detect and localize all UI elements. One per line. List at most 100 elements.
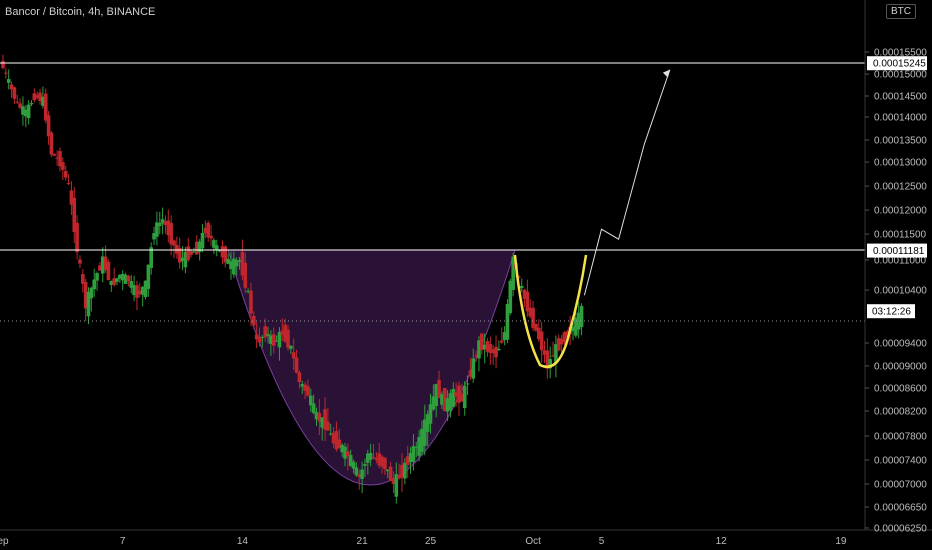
x-tick-label: 21 bbox=[357, 536, 369, 547]
candle-body bbox=[152, 233, 156, 240]
price-tag-label: 0.00011181 bbox=[873, 246, 925, 257]
candle-body bbox=[226, 258, 230, 264]
candle-body bbox=[454, 392, 458, 397]
candle-body bbox=[537, 327, 541, 340]
candle-body bbox=[320, 417, 324, 428]
candle-body bbox=[403, 462, 407, 479]
candle-body bbox=[24, 109, 28, 117]
candle-body bbox=[565, 331, 570, 338]
candle-body bbox=[291, 352, 296, 359]
candle-body bbox=[548, 359, 552, 369]
candle-body bbox=[371, 456, 376, 458]
projection-arrow[interactable] bbox=[583, 69, 671, 296]
candle-body bbox=[160, 219, 165, 224]
candle-body bbox=[4, 72, 8, 74]
candle-body bbox=[437, 379, 441, 398]
candle-body bbox=[75, 222, 79, 253]
candle-body bbox=[21, 106, 25, 115]
candle-body bbox=[380, 456, 384, 467]
y-tick-label: 0.00014500 bbox=[874, 92, 927, 103]
candle-body bbox=[286, 329, 290, 348]
candle-body bbox=[374, 458, 379, 460]
candle-body bbox=[186, 246, 191, 260]
candle-body bbox=[428, 404, 433, 424]
x-tick-label: 5 bbox=[599, 536, 605, 547]
candle-body bbox=[388, 466, 393, 481]
candle-body bbox=[49, 132, 54, 155]
candle-body bbox=[525, 291, 530, 312]
candle-body bbox=[343, 446, 347, 459]
candle-body bbox=[89, 287, 94, 299]
y-tick-label: 0.00010400 bbox=[874, 286, 927, 297]
candle-body bbox=[314, 412, 319, 420]
candle-body bbox=[411, 446, 416, 462]
candle-body bbox=[6, 79, 11, 83]
candle-body bbox=[385, 469, 390, 472]
countdown-label: 03:12:26 bbox=[872, 307, 911, 318]
candle-body bbox=[494, 346, 498, 358]
candle-body bbox=[35, 95, 39, 98]
candle-body bbox=[346, 451, 350, 457]
currency-badge[interactable]: BTC bbox=[886, 4, 916, 19]
x-tick-label: 25 bbox=[425, 536, 437, 547]
candle-body bbox=[348, 455, 353, 466]
candle-body bbox=[505, 303, 510, 340]
candle-body bbox=[377, 453, 381, 466]
y-tick-label: 0.00015500 bbox=[874, 48, 927, 59]
candle-body bbox=[545, 350, 550, 369]
candle-body bbox=[189, 251, 193, 255]
candle-body bbox=[140, 286, 145, 295]
y-tick-label: 0.00013000 bbox=[874, 158, 927, 169]
candle-body bbox=[297, 372, 302, 383]
candle-body bbox=[180, 257, 185, 262]
candle-body bbox=[26, 104, 31, 119]
candle-body bbox=[539, 331, 544, 351]
candle-body bbox=[81, 274, 85, 284]
x-tick-label: 12 bbox=[716, 536, 728, 547]
candle-body bbox=[289, 345, 293, 349]
candle-body bbox=[360, 469, 364, 479]
candle-body bbox=[366, 453, 370, 463]
candle-body bbox=[32, 93, 37, 101]
x-tick-label: 19 bbox=[835, 536, 847, 547]
candle-body bbox=[260, 336, 265, 338]
candle-body bbox=[232, 258, 236, 275]
y-tick-label: 0.00008200 bbox=[874, 407, 927, 418]
candle-body bbox=[183, 251, 188, 268]
candle-body bbox=[46, 115, 51, 137]
candle-body bbox=[300, 384, 305, 387]
candle-body bbox=[309, 395, 313, 406]
candle-body bbox=[445, 398, 450, 412]
candle-body bbox=[283, 324, 287, 342]
projection-arrowhead bbox=[662, 69, 670, 78]
candle-body bbox=[368, 453, 373, 460]
candle-body bbox=[554, 344, 558, 364]
candle-body bbox=[442, 388, 447, 411]
candle-body bbox=[334, 431, 339, 450]
candle-body bbox=[471, 358, 476, 379]
candle-body bbox=[357, 474, 362, 477]
candle-body bbox=[363, 464, 367, 466]
candle-body bbox=[488, 344, 493, 354]
candle-body bbox=[280, 330, 285, 336]
y-axis: 0.00015500 0.00015000 0.00014500 0.00014000… bbox=[865, 48, 927, 535]
candle-body bbox=[269, 335, 273, 344]
candle-body bbox=[277, 332, 282, 348]
candle-body bbox=[175, 244, 179, 254]
candle-body bbox=[499, 340, 504, 343]
candle-body bbox=[294, 357, 299, 373]
candle-body bbox=[29, 103, 34, 105]
candle-body bbox=[177, 247, 182, 263]
candle-body bbox=[417, 437, 421, 456]
candle-body bbox=[120, 273, 125, 281]
candle-body bbox=[118, 274, 122, 279]
candle-body bbox=[92, 279, 96, 290]
y-tick-label: 0.00015000 bbox=[874, 70, 927, 81]
candle-body bbox=[63, 170, 68, 178]
candle-body bbox=[448, 393, 453, 411]
candle-body bbox=[328, 433, 333, 435]
candle-body bbox=[263, 326, 267, 338]
candle-body bbox=[326, 421, 330, 431]
candle-body bbox=[480, 333, 484, 351]
